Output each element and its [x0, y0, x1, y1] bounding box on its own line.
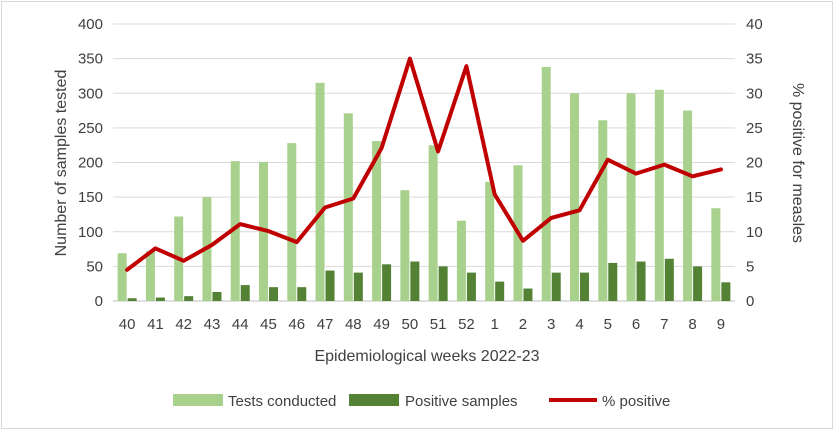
left-tick-label: 0 — [95, 293, 103, 310]
tests-bar-51 — [428, 145, 438, 301]
tests-bar-1 — [485, 181, 495, 301]
positive-bar-7 — [664, 258, 674, 301]
legend-swatch-tests — [173, 394, 223, 406]
positive-bar-46 — [297, 287, 307, 301]
x-axis-title: Epidemiological weeks 2022-23 — [314, 348, 539, 365]
left-tick-label: 300 — [78, 85, 103, 102]
percent-positive-line — [125, 56, 723, 272]
tests-bar-50 — [400, 190, 410, 301]
right-axis-ticks: 0 5 10 15 20 25 30 35 40 — [746, 16, 763, 310]
x-tick-label: 46 — [288, 316, 305, 333]
right-tick-label: 25 — [746, 120, 763, 137]
positive-bar-44 — [240, 285, 250, 301]
positive-bar-41 — [155, 297, 165, 301]
right-tick-label: 5 — [746, 258, 754, 275]
x-tick-label: 48 — [345, 316, 362, 333]
x-tick-label: 42 — [175, 316, 192, 333]
x-tick-label: 44 — [232, 316, 249, 333]
line-series — [125, 56, 723, 272]
positive-bar-1 — [495, 281, 505, 301]
x-tick-label: 43 — [204, 316, 221, 333]
x-tick-label: 51 — [430, 316, 447, 333]
right-tick-label: 15 — [746, 189, 763, 206]
x-tick-label: 3 — [547, 316, 555, 333]
positive-bar-4 — [580, 272, 589, 301]
right-tick-label: 35 — [746, 51, 763, 68]
x-tick-label: 2 — [519, 316, 527, 333]
x-tick-label: 47 — [317, 316, 334, 333]
right-tick-label: 20 — [746, 155, 763, 172]
right-tick-label: 30 — [746, 85, 763, 102]
tests-bar-40 — [117, 253, 127, 301]
left-tick-label: 150 — [78, 189, 103, 206]
legend-swatch-positive — [349, 394, 399, 406]
positive-bar-8 — [693, 266, 703, 301]
tests-bar-52 — [456, 220, 466, 301]
y-axis-title: Number of samples tested — [53, 70, 70, 257]
legend-label-positive: Positive samples — [405, 393, 518, 410]
legend: Tests conducted Positive samples % posit… — [173, 393, 670, 410]
positive-bar-3 — [551, 272, 561, 301]
tests-bar-9 — [711, 208, 721, 301]
tests-bar-47 — [315, 82, 325, 301]
left-tick-label: 400 — [78, 16, 103, 33]
x-tick-label: 50 — [402, 316, 419, 333]
x-tick-label: 4 — [575, 316, 583, 333]
x-tick-label: 8 — [688, 316, 696, 333]
x-tick-label: 1 — [491, 316, 499, 333]
y2-axis-title: % positive for measles — [789, 83, 806, 243]
x-tick-label: 40 — [119, 316, 136, 333]
x-tick-label: 41 — [147, 316, 164, 333]
left-tick-label: 250 — [78, 120, 103, 137]
positive-bar-2 — [523, 288, 533, 301]
left-axis-ticks: 0 50 100 150 200 250 300 350 400 — [78, 16, 103, 310]
x-tick-label: 45 — [260, 316, 277, 333]
positive-bar-5 — [608, 262, 618, 301]
positive-bar-42 — [184, 296, 194, 301]
positive-bar-40 — [127, 298, 137, 301]
tests-bar-8 — [683, 110, 693, 301]
tests-bar-6 — [626, 93, 636, 301]
right-tick-label: 0 — [746, 293, 754, 310]
positive-bar-50 — [410, 261, 420, 301]
tests-bar-3 — [541, 66, 551, 301]
tests-bar-7 — [654, 89, 664, 301]
x-tick-label: 7 — [660, 316, 668, 333]
x-tick-label: 5 — [604, 316, 612, 333]
tests-bar-46 — [287, 143, 297, 301]
legend-label-tests: Tests conducted — [228, 393, 336, 410]
tests-bar-4 — [570, 93, 579, 301]
x-tick-label: 6 — [632, 316, 640, 333]
left-tick-label: 350 — [78, 51, 103, 68]
positive-bar-43 — [212, 291, 222, 301]
tests-bar-48 — [343, 113, 353, 302]
x-tick-label: 52 — [458, 316, 475, 333]
positive-bar-47 — [325, 270, 335, 301]
positive-bar-48 — [353, 272, 363, 301]
positive-bar-9 — [721, 282, 731, 301]
right-tick-label: 40 — [746, 16, 763, 33]
x-axis-ticks: 40 41 42 43 44 45 46 47 48 49 50 51 52 1 2 3 4 5 6 7 8 9 — [119, 316, 725, 333]
positive-bar-49 — [382, 264, 392, 301]
positive-bar-52 — [466, 272, 476, 301]
left-tick-label: 100 — [78, 224, 103, 241]
tests-bar-49 — [372, 141, 382, 301]
positive-bar-51 — [438, 266, 448, 301]
left-tick-label: 200 — [78, 155, 103, 172]
positive-bar-6 — [636, 261, 646, 301]
x-tick-label: 9 — [717, 316, 725, 333]
tests-bar-41 — [145, 251, 155, 301]
positive-bar-45 — [269, 287, 278, 301]
left-tick-label: 50 — [86, 258, 103, 275]
tests-bar-44 — [230, 161, 240, 301]
tests-bar-5 — [598, 120, 608, 301]
right-tick-label: 10 — [746, 224, 763, 241]
x-tick-label: 49 — [373, 316, 390, 333]
legend-label-percent: % positive — [602, 393, 670, 410]
